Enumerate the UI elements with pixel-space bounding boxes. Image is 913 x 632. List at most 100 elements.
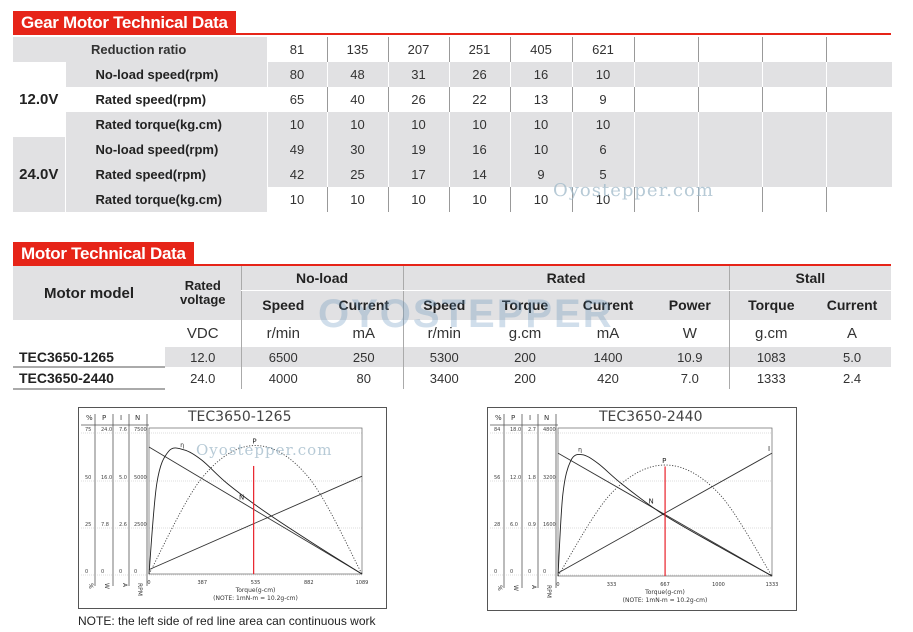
row-label: No-load speed(rpm) (65, 137, 268, 162)
axis-unit: RPM (136, 583, 143, 596)
axis-unit: A (121, 583, 128, 588)
row-label: Rated torque(kg.cm) (65, 187, 268, 212)
x-tick-label: 1333 (766, 582, 779, 588)
axis-header: P (511, 414, 515, 422)
value-cell: 48 (327, 62, 389, 87)
value-cell: 26 (449, 62, 511, 87)
x-tick-label: 0 (147, 580, 150, 586)
series-line-efficiency (148, 447, 363, 575)
stall-group-header: Stall (728, 266, 892, 291)
axis-tick-label: 0 (528, 569, 531, 575)
subheader-cell: Torque (728, 290, 814, 320)
table-row: 24.0V No-load speed(rpm) 49 30 19 16 10 … (13, 137, 893, 212)
axis-tick-label: 12.0 (510, 475, 521, 481)
value-cell: 10 (388, 187, 450, 212)
value-cell: 10 (572, 187, 635, 212)
axis-unit: RPM (545, 585, 552, 598)
axis-tick-label: 24.0 (101, 427, 112, 433)
value-cell: 10 (510, 187, 573, 212)
axis-tick-label: 28 (494, 522, 500, 528)
value-cell: 14 (449, 162, 511, 187)
table-row: Rated speed(rpm) 42 25 17 14 9 5 (13, 162, 893, 187)
axis-header: I (120, 414, 122, 422)
value-cell: 1083 (728, 347, 814, 367)
value-cell: 10 (327, 187, 389, 212)
value-cell: 19 (388, 137, 450, 162)
axis-header: % (495, 414, 502, 422)
table-row: Rated torque(kg.cm) 10 10 10 10 10 10 (13, 187, 893, 212)
motor-data-table: Motor model Rated voltage No-load Rated … (13, 266, 892, 390)
subheader-cell: Current (565, 290, 652, 320)
x-tick-label: 387 (197, 580, 207, 586)
x-tick-label: 882 (304, 580, 314, 586)
model-name: TEC3650-2440 (13, 366, 165, 390)
value-cell: 200 (514, 370, 536, 386)
value-cell: 26 (388, 87, 450, 112)
watermark-text: Oyostepper.com (553, 180, 714, 201)
value-cell: 10 (572, 62, 635, 87)
axis-tick-label: 16.0 (101, 475, 112, 481)
unit-cell: VDC (186, 325, 219, 342)
axis-header: P (102, 414, 106, 422)
table-row: Rated torque(kg.cm) 10 10 10 10 10 10 (13, 112, 893, 137)
axis-tick-label: 0 (119, 569, 122, 575)
axis-tick-label: 7.6 (119, 427, 127, 433)
x-tick-label: 0 (556, 582, 559, 588)
axis-tick-label: 0.9 (528, 522, 536, 528)
motor-model-header: Motor model (13, 266, 165, 320)
value-cell: 10 (449, 187, 511, 212)
value-cell: 10 (267, 112, 328, 137)
x-axis-label: Torque(g-cm) (235, 587, 276, 594)
axis-tick-label: 6.0 (510, 522, 518, 528)
value-cell: 16 (510, 62, 573, 87)
performance-chart-svg: % P I N 84 18.0 2.7 4800 56 12.0 1.8 3200 28 6.0 0.9 16… (490, 414, 779, 604)
gear-title-rule (13, 33, 891, 35)
subheader-cell: Power (651, 290, 730, 320)
value-cell: 10.9 (677, 349, 703, 365)
value-cell: 10 (327, 112, 389, 137)
value-cell: 22 (449, 87, 511, 112)
value-cell: 10 (510, 137, 573, 162)
value-cell: 30 (327, 137, 389, 162)
axis-tick-label: 0 (494, 569, 497, 575)
value-cell: 9 (572, 87, 635, 112)
subheader-cell: Torque (485, 290, 566, 320)
table-row: Rated speed(rpm) 65 40 26 22 13 9 (13, 87, 893, 112)
value-cell: 31 (388, 62, 450, 87)
axis-tick-label: 0 (543, 569, 546, 575)
value-cell: 250 (352, 349, 375, 365)
value-cell: 6500 (240, 347, 325, 367)
value-cell: 65 (267, 87, 328, 112)
unit-cell: r/min (240, 320, 325, 347)
axis-tick-label: 84 (494, 427, 500, 433)
unit-cell: g.cm (728, 320, 814, 347)
value-cell: 4000 (240, 367, 325, 389)
ratio-cell: 621 (572, 37, 635, 62)
axis-tick-label: 2500 (134, 522, 147, 528)
axis-tick-label: 25 (85, 522, 91, 528)
axis-header: N (135, 414, 140, 422)
value-cell: 40 (327, 87, 389, 112)
current-curve-label: I (768, 445, 770, 453)
axis-unit: W (103, 583, 110, 589)
value-cell: 80 (356, 370, 371, 386)
value-cell: 49 (267, 137, 328, 162)
value-cell: 5 (572, 162, 635, 187)
row-label: Rated speed(rpm) (65, 87, 268, 112)
chart-title: TEC3650-1265 (188, 409, 292, 425)
axis-unit: % (87, 583, 94, 589)
subheader-cell: Speed (240, 290, 325, 320)
gear-motor-table: Reduction ratio 81 135 207 251 405 621 1… (13, 37, 893, 212)
value-cell: 1333 (728, 367, 814, 389)
brand-watermark: OYOSTEPPER (318, 292, 614, 336)
series-line-n (148, 446, 363, 575)
rated-voltage-header: Rated voltage (165, 266, 241, 320)
model-name: TEC3650-1265 (13, 347, 165, 367)
value-cell: 10 (449, 112, 511, 137)
value-cell: 200 (514, 349, 536, 365)
value-cell: 9 (510, 162, 573, 187)
unit-cell: g.cm (508, 325, 542, 342)
x-tick-label: 667 (660, 582, 670, 588)
axis-header: % (86, 414, 93, 422)
subheader-cell: Current (325, 290, 404, 320)
